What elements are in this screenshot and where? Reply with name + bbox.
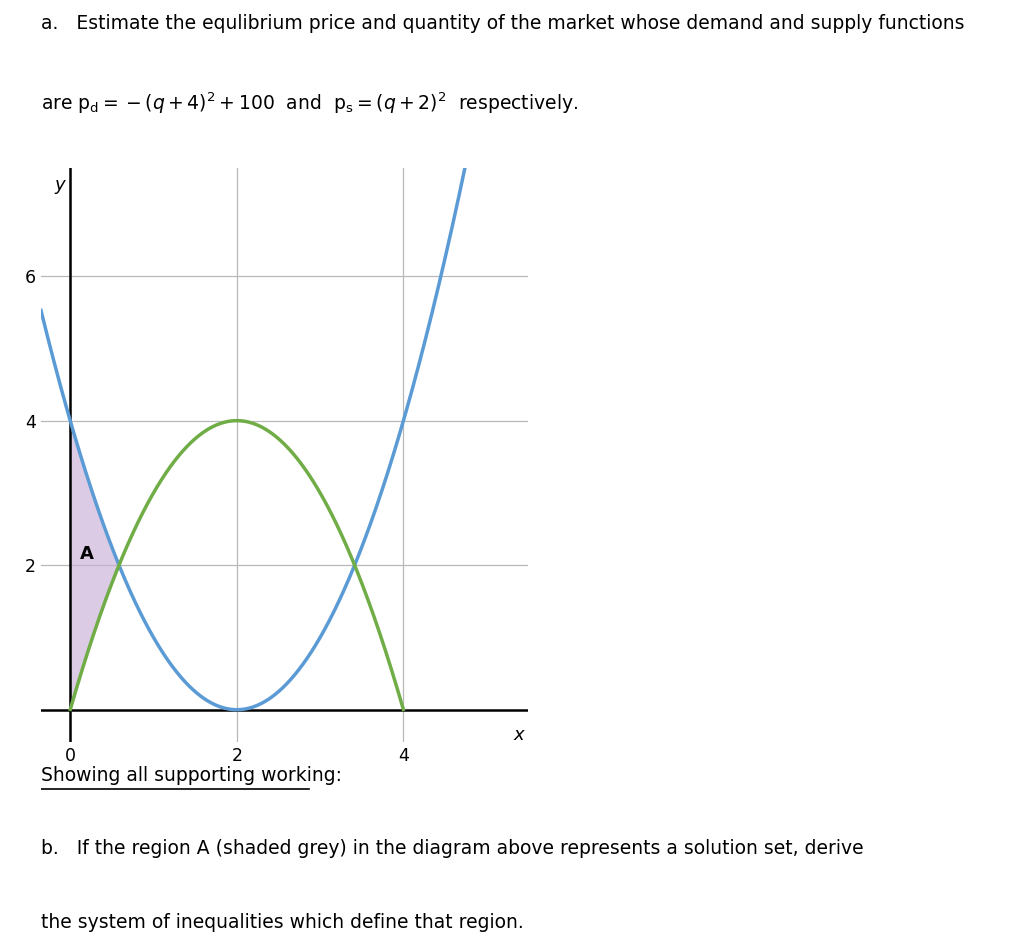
Text: b.   If the region A (shaded grey) in the diagram above represents a solution se: b. If the region A (shaded grey) in the … (41, 840, 864, 859)
Text: Showing all supporting working:: Showing all supporting working: (41, 766, 342, 785)
Text: a.   Estimate the equlibrium price and quantity of the market whose demand and s: a. Estimate the equlibrium price and qua… (41, 13, 964, 32)
Text: the system of inequalities which define that region.: the system of inequalities which define … (41, 914, 524, 933)
Text: x: x (514, 726, 524, 744)
Text: are $\mathrm{p_d} = -(q + 4)^2 + 100$  and  $\mathrm{p_s} = (q + 2)^2$  respecti: are $\mathrm{p_d} = -(q + 4)^2 + 100$ an… (41, 91, 579, 116)
Text: y: y (54, 177, 66, 195)
Text: A: A (80, 545, 94, 563)
